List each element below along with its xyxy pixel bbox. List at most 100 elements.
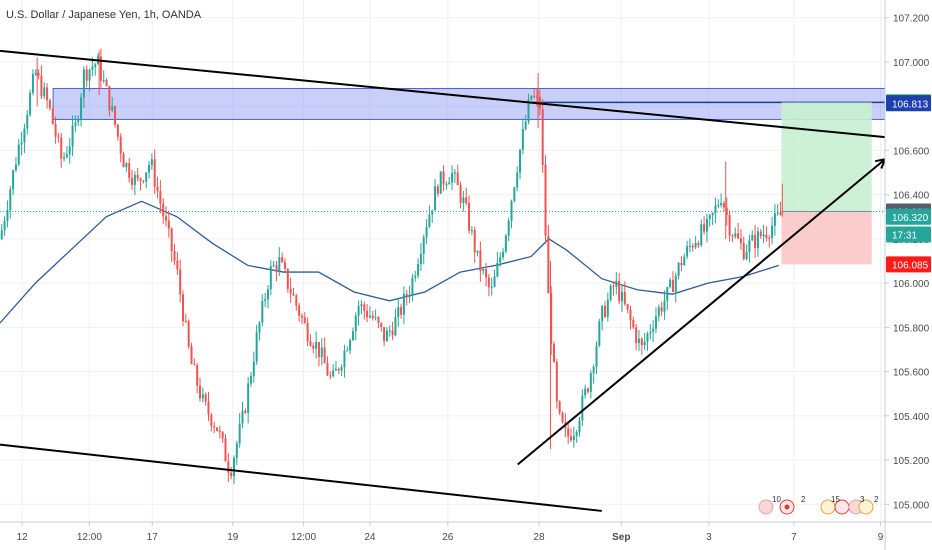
y-tick-label: 105.600: [893, 368, 930, 379]
candle-body: [167, 220, 170, 229]
candle-body: [768, 237, 771, 239]
time-axis[interactable]: 12 12:00 17 19 12:00 24 26 28 Sep 3 7 9: [17, 522, 884, 543]
candle-body: [680, 262, 683, 266]
candle-body: [626, 303, 629, 310]
economic-events[interactable]: 10 2 15 3 2: [758, 495, 879, 515]
candle-body: [771, 225, 774, 239]
candle-body: [705, 218, 708, 232]
long-position-tool[interactable]: [0, 102, 885, 265]
rising-support-line[interactable]: [517, 158, 886, 466]
candle-body: [603, 306, 606, 317]
candle-body: [385, 330, 388, 342]
candle-body: [459, 185, 462, 203]
candle-body: [116, 124, 119, 137]
candle-body: [496, 262, 499, 277]
time-axis-background: [0, 522, 932, 550]
candle-body: [360, 304, 363, 307]
candle-body: [586, 388, 589, 392]
candle-body: [23, 128, 26, 143]
candle-body: [255, 332, 258, 362]
x-tick-label: 9: [878, 532, 884, 543]
candle-body: [136, 174, 139, 179]
candle-body: [397, 307, 400, 318]
candle-body: [694, 242, 697, 248]
candle-body: [649, 331, 652, 334]
candle-body: [77, 118, 80, 123]
candle-body: [272, 265, 275, 267]
candle-body: [366, 310, 369, 318]
candle-body: [334, 368, 337, 371]
trend-lines-layer[interactable]: [0, 49, 887, 512]
candle-body: [232, 457, 235, 477]
candle-body: [521, 129, 524, 150]
price-badge-label: 106.085: [892, 260, 929, 271]
candle-body: [762, 234, 765, 237]
candle-body: [162, 203, 165, 217]
candle-body: [742, 243, 745, 260]
candle-body: [734, 233, 737, 237]
upper-channel-line[interactable]: [0, 49, 886, 139]
candle-body: [343, 350, 346, 368]
x-tick-label: 28: [533, 532, 545, 543]
candle-body: [264, 299, 267, 301]
event-count: 3: [860, 495, 865, 504]
candle-body: [779, 212, 782, 216]
candle-body: [235, 443, 238, 458]
candle-body: [40, 75, 43, 97]
candle-body: [572, 435, 575, 441]
candle-body: [530, 95, 533, 100]
candle-body: [190, 346, 193, 365]
y-tick-label: 106.600: [893, 146, 930, 157]
candle-body: [43, 87, 46, 97]
candle-body: [261, 300, 264, 323]
candlesticks: [0, 48, 783, 485]
event-count: 2: [801, 495, 806, 504]
candle-body: [453, 172, 456, 174]
candle-body: [527, 99, 530, 122]
resistance-zone: [52, 87, 886, 120]
target-zone[interactable]: [781, 102, 872, 212]
candle-body: [213, 426, 216, 428]
candle-body: [697, 242, 700, 246]
candle-body: [428, 214, 431, 228]
candle-body: [748, 240, 751, 253]
event-icon[interactable]: [858, 499, 874, 515]
candle-body: [380, 322, 383, 328]
candle-body: [238, 423, 241, 444]
event-count: 10: [772, 495, 781, 504]
candle-body: [46, 87, 49, 101]
candle-body: [224, 438, 227, 462]
candle-body: [434, 186, 437, 211]
candle-body: [354, 315, 357, 332]
candle-body: [283, 262, 286, 269]
candle-body: [717, 205, 720, 207]
stop-zone[interactable]: [781, 211, 872, 265]
candle-body: [26, 114, 29, 129]
candle-body: [754, 235, 757, 249]
us-flag-icon[interactable]: [758, 499, 774, 515]
candle-body: [722, 203, 725, 208]
x-tick-label: Sep: [612, 532, 630, 543]
candle-body: [173, 251, 176, 261]
chart-title: U.S. Dollar / Japanese Yen, 1h, OANDA: [6, 9, 202, 21]
candle-body: [595, 345, 598, 367]
lower-channel-line[interactable]: [0, 443, 602, 512]
candle-body: [148, 165, 151, 173]
x-tick-label: 12:00: [291, 532, 316, 543]
candle-body: [275, 265, 278, 272]
candle-body: [388, 330, 391, 332]
candle-body: [482, 269, 485, 271]
candle-body: [615, 280, 618, 287]
candle-body: [6, 210, 9, 221]
candle-body: [643, 341, 646, 346]
price-badge: [886, 95, 931, 112]
x-tick-label: 3: [706, 532, 712, 543]
candle-body: [683, 256, 686, 266]
candle-body: [598, 321, 601, 346]
x-tick-label: 7: [791, 532, 797, 543]
price-badge: [886, 256, 931, 273]
price-badge-label: 17:31: [892, 230, 917, 241]
candle-body: [368, 315, 371, 318]
